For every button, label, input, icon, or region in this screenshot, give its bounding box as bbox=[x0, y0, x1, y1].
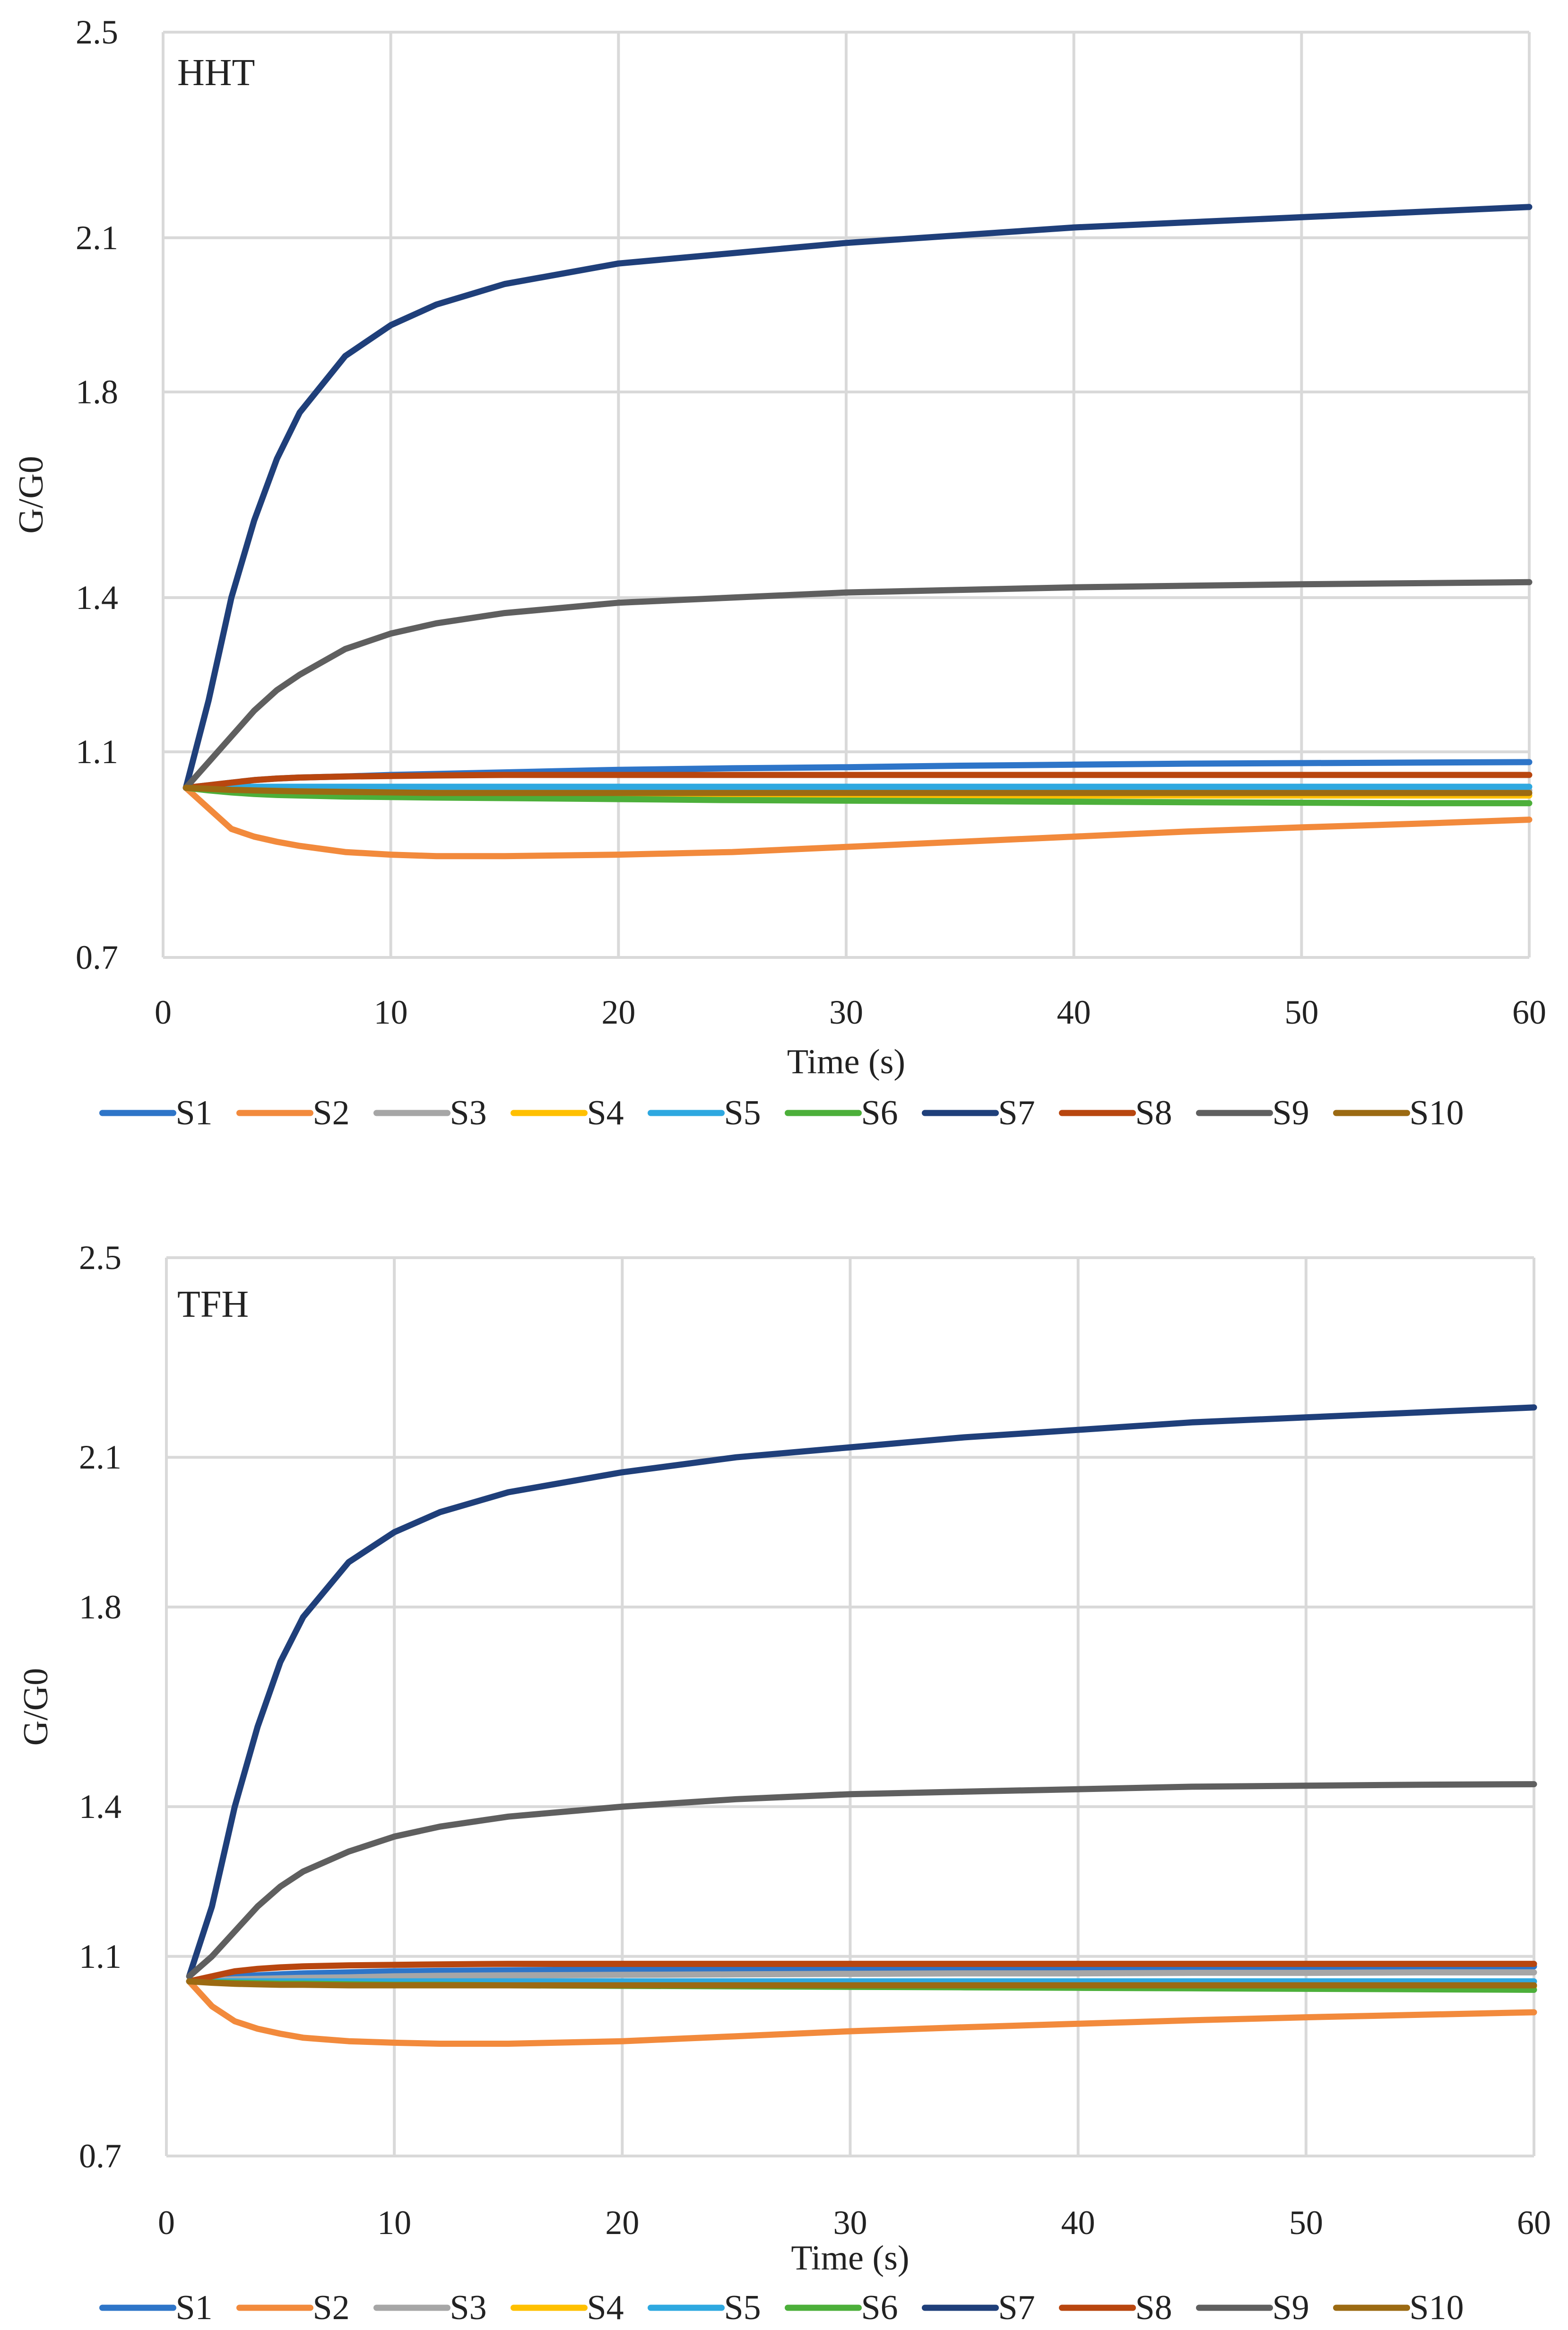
x-tick-label: 0 bbox=[158, 2204, 175, 2242]
x-tick-label: 40 bbox=[1057, 993, 1091, 1031]
legend-item-s5: S5 bbox=[648, 1094, 761, 1132]
legend-label: S1 bbox=[176, 2288, 213, 2327]
legend-label: S1 bbox=[176, 1094, 213, 1132]
legend-item-s6: S6 bbox=[785, 1094, 898, 1132]
x-tick-label: 60 bbox=[1517, 2204, 1551, 2242]
x-tick-label: 40 bbox=[1061, 2204, 1095, 2242]
x-axis-ticks: 0 10 20 30 40 50 60 bbox=[158, 2204, 1551, 2242]
panel-title: TFH bbox=[177, 1284, 249, 1325]
legend-label: S10 bbox=[1410, 2288, 1464, 2327]
legend-item-s5: S5 bbox=[648, 2288, 761, 2327]
legend-label: S7 bbox=[998, 1094, 1035, 1132]
y-tick-label: 1.1 bbox=[79, 1938, 121, 1975]
series-line-s9 bbox=[182, 579, 1533, 791]
series-line-s2 bbox=[186, 1978, 1537, 2047]
series-lines bbox=[186, 1404, 1537, 2047]
x-tick-label: 20 bbox=[601, 993, 635, 1031]
legend-item-s10: S10 bbox=[1333, 2288, 1464, 2327]
legend-label: S4 bbox=[587, 2288, 624, 2327]
legend-label: S9 bbox=[1273, 2288, 1309, 2327]
y-axis-ticks: 0.7 1.1 1.4 1.8 2.1 2.5 bbox=[79, 1239, 121, 2175]
legend-label: S7 bbox=[998, 2288, 1035, 2327]
series-line-s8 bbox=[186, 1961, 1537, 1985]
series-line-s9 bbox=[186, 1781, 1537, 1980]
x-tick-label: 10 bbox=[377, 2204, 411, 2242]
series-line-s10 bbox=[182, 784, 1533, 796]
y-tick-label: 2.1 bbox=[79, 1438, 121, 1476]
y-tick-label: 1.4 bbox=[76, 579, 118, 617]
legend-label: S5 bbox=[724, 1094, 761, 1132]
legend-item-s3: S3 bbox=[373, 1094, 487, 1132]
legend-label: S8 bbox=[1135, 1094, 1172, 1132]
series-line-s6 bbox=[182, 784, 1533, 807]
y-tick-label: 1.8 bbox=[79, 1588, 121, 1626]
legend-item-s6: S6 bbox=[785, 2288, 898, 2327]
legend-label: S6 bbox=[861, 2288, 898, 2327]
legend-item-s2: S2 bbox=[236, 2288, 350, 2327]
y-axis-label: G/G0 bbox=[12, 456, 51, 533]
x-axis-ticks: 0 10 20 30 40 50 60 bbox=[155, 993, 1546, 1031]
legend-item-s9: S9 bbox=[1196, 1094, 1309, 1132]
x-tick-label: 0 bbox=[155, 993, 172, 1031]
legend-item-s4: S4 bbox=[511, 2288, 624, 2327]
chart-panel-tfh: 0.7 1.1 1.4 1.8 2.1 2.5 0 10 20 30 40 50 60 TFH Tim… bbox=[17, 1239, 1551, 2327]
legend-item-s10: S10 bbox=[1333, 1094, 1464, 1132]
y-axis-label: G/G0 bbox=[17, 1668, 55, 1746]
series-line-s2 bbox=[182, 784, 1533, 860]
y-tick-label: 1.4 bbox=[79, 1788, 121, 1826]
x-tick-label: 50 bbox=[1284, 993, 1318, 1031]
series-line-s5 bbox=[182, 783, 1533, 791]
x-tick-label: 50 bbox=[1289, 2204, 1323, 2242]
y-tick-label: 1.8 bbox=[76, 373, 118, 411]
chart-panel-hht: 0.7 1.1 1.4 1.8 2.1 2.5 0 10 20 30 40 50 60 HHT Tim… bbox=[12, 13, 1546, 1132]
x-tick-label: 60 bbox=[1512, 993, 1546, 1031]
series-line-s1 bbox=[186, 1963, 1537, 1985]
legend-item-s8: S8 bbox=[1059, 1094, 1172, 1132]
y-tick-label: 0.7 bbox=[79, 2137, 121, 2175]
legend: S1 S2 S3 S4 S5 S6 S7 S8 S9 S10 bbox=[99, 2288, 1464, 2327]
series-line-s7 bbox=[186, 1404, 1537, 1980]
x-tick-label: 30 bbox=[833, 2204, 867, 2242]
legend-item-s3: S3 bbox=[373, 2288, 487, 2327]
y-tick-label: 2.1 bbox=[76, 219, 118, 257]
series-lines bbox=[182, 204, 1533, 860]
y-tick-label: 2.5 bbox=[79, 1239, 121, 1277]
legend-label: S4 bbox=[587, 1094, 624, 1132]
legend-item-s2: S2 bbox=[236, 1094, 350, 1132]
y-axis-ticks: 0.7 1.1 1.4 1.8 2.1 2.5 bbox=[76, 13, 118, 976]
series-line-s8 bbox=[182, 772, 1533, 791]
legend: S1 S2 S3 S4 S5 S6 S7 S8 S9 S10 bbox=[99, 1094, 1464, 1132]
y-tick-label: 0.7 bbox=[76, 939, 118, 976]
legend-item-s1: S1 bbox=[99, 1094, 213, 1132]
legend-label: S10 bbox=[1410, 1094, 1464, 1132]
x-tick-label: 20 bbox=[605, 2204, 639, 2242]
legend-label: S2 bbox=[313, 1094, 350, 1132]
legend-item-s4: S4 bbox=[511, 1094, 624, 1132]
legend-label: S3 bbox=[450, 2288, 487, 2327]
legend-item-s1: S1 bbox=[99, 2288, 213, 2327]
legend-item-s7: S7 bbox=[922, 2288, 1035, 2327]
legend-label: S5 bbox=[724, 2288, 761, 2327]
y-tick-label: 1.1 bbox=[76, 733, 118, 771]
grid-lines bbox=[165, 1256, 1535, 2157]
series-line-s7 bbox=[182, 204, 1533, 791]
x-tick-label: 30 bbox=[829, 993, 863, 1031]
legend-label: S8 bbox=[1135, 2288, 1172, 2327]
panel-title: HHT bbox=[177, 52, 255, 94]
x-axis-label: Time (s) bbox=[787, 1043, 905, 1081]
legend-item-s9: S9 bbox=[1196, 2288, 1309, 2327]
x-axis-label: Time (s) bbox=[791, 2239, 909, 2278]
legend-label: S6 bbox=[861, 1094, 898, 1132]
series-line-s10 bbox=[186, 1978, 1537, 1989]
y-tick-label: 2.5 bbox=[76, 13, 118, 51]
x-tick-label: 10 bbox=[374, 993, 408, 1031]
legend-label: S2 bbox=[313, 2288, 350, 2327]
legend-item-s7: S7 bbox=[922, 1094, 1035, 1132]
legend-label: S9 bbox=[1273, 1094, 1309, 1132]
legend-item-s8: S8 bbox=[1059, 2288, 1172, 2327]
legend-label: S3 bbox=[450, 1094, 487, 1132]
